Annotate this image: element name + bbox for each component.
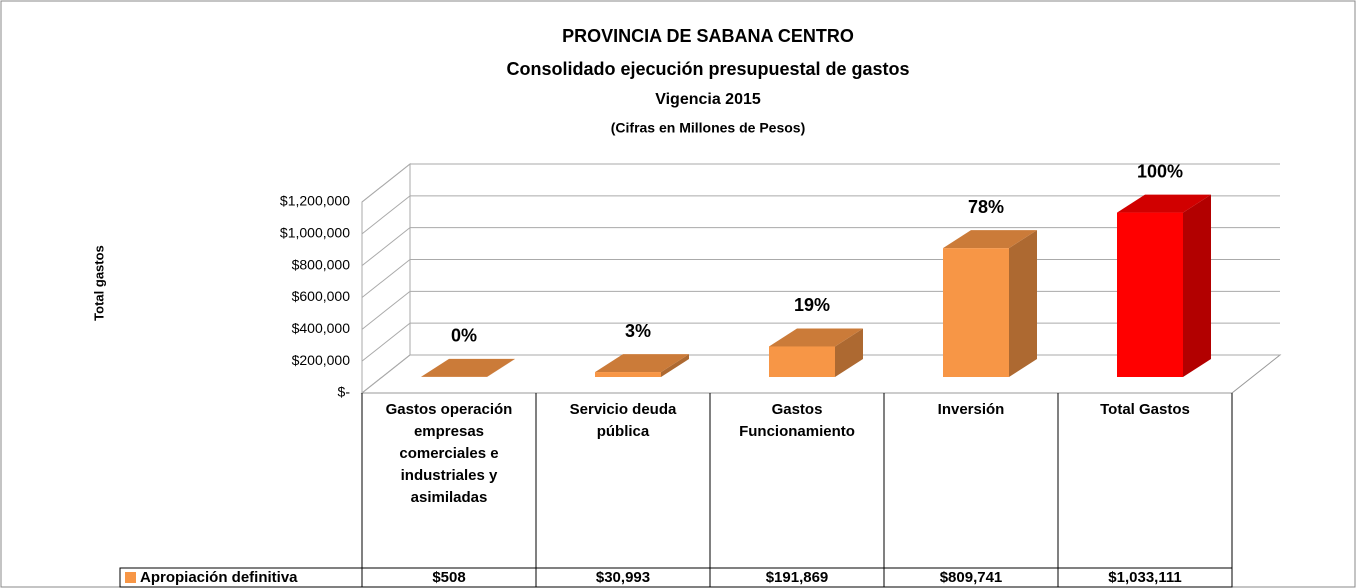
category-cell: Gastos operación empresas comerciales e … (385, 401, 513, 506)
data-label: 100% (1137, 161, 1183, 181)
bar-top (421, 358, 515, 377)
bar-side (487, 358, 515, 377)
legend-cell (119, 567, 1233, 588)
y-tick-label: $1,000,000 (280, 225, 350, 241)
chart-title: PROVINCIA DE SABANA CENTRO (562, 26, 854, 46)
bar-top (769, 328, 863, 347)
y-tick-label: $- (338, 384, 351, 400)
bar-side (661, 354, 689, 377)
bar-front (943, 248, 1009, 377)
table-value: $809,741 (940, 569, 1003, 586)
bar (421, 358, 515, 377)
grid-line (361, 163, 1280, 203)
x-tick-label: Gastos operación empresas comerciales e … (385, 401, 513, 506)
x-tick-label: Servicio deuda pública (569, 401, 677, 440)
category-cell: Inversión (937, 401, 1005, 418)
bar (943, 230, 1037, 377)
x-tick-label: Gastos Funcionamiento (739, 401, 855, 440)
bar-side (1183, 194, 1211, 377)
bar-side (1009, 230, 1037, 377)
x-tick-label: Total Gastos (1100, 401, 1190, 418)
table-value: $191,869 (766, 569, 829, 586)
bar (769, 328, 863, 377)
y-tick-label: $1,200,000 (280, 193, 350, 209)
data-label: 78% (968, 197, 1004, 217)
bar-front (769, 346, 835, 377)
data-label: 0% (451, 326, 477, 346)
bar-top (595, 354, 689, 373)
y-axis-title: Total gastos (91, 245, 106, 321)
category-cell: Servicio deuda pública (569, 401, 677, 440)
grid-line (361, 227, 1280, 267)
data-label: 3% (625, 321, 651, 341)
chart-subtitle: Vigencia 2015 (655, 91, 761, 108)
bar-top (1117, 194, 1211, 213)
table-value: $508 (432, 569, 465, 586)
legend-swatch (125, 572, 136, 583)
chart-subtitle: Consolidado ejecución presupuestal de ga… (506, 59, 909, 79)
y-tick-label: $600,000 (292, 288, 351, 304)
bar-top (943, 230, 1037, 249)
table-value: $1,033,111 (1108, 569, 1181, 586)
bar (595, 354, 689, 377)
chart-subtitle: (Cifras en Millones de Pesos) (611, 120, 806, 136)
x-tick-label: Inversión (937, 401, 1005, 418)
y-tick-label: $800,000 (292, 256, 351, 272)
grid-line (361, 195, 1280, 235)
bar-side (835, 328, 863, 377)
bar (1117, 194, 1211, 377)
category-cell: Total Gastos (1100, 401, 1190, 418)
table-value: $30,993 (596, 569, 650, 586)
bar-front (595, 372, 661, 377)
y-tick-label: $200,000 (292, 352, 351, 368)
legend-label: Apropiación definitiva (140, 569, 298, 586)
bar-front (1117, 212, 1183, 377)
y-tick-label: $400,000 (292, 320, 351, 336)
category-cell: Gastos Funcionamiento (739, 401, 855, 440)
data-label: 19% (794, 295, 830, 315)
